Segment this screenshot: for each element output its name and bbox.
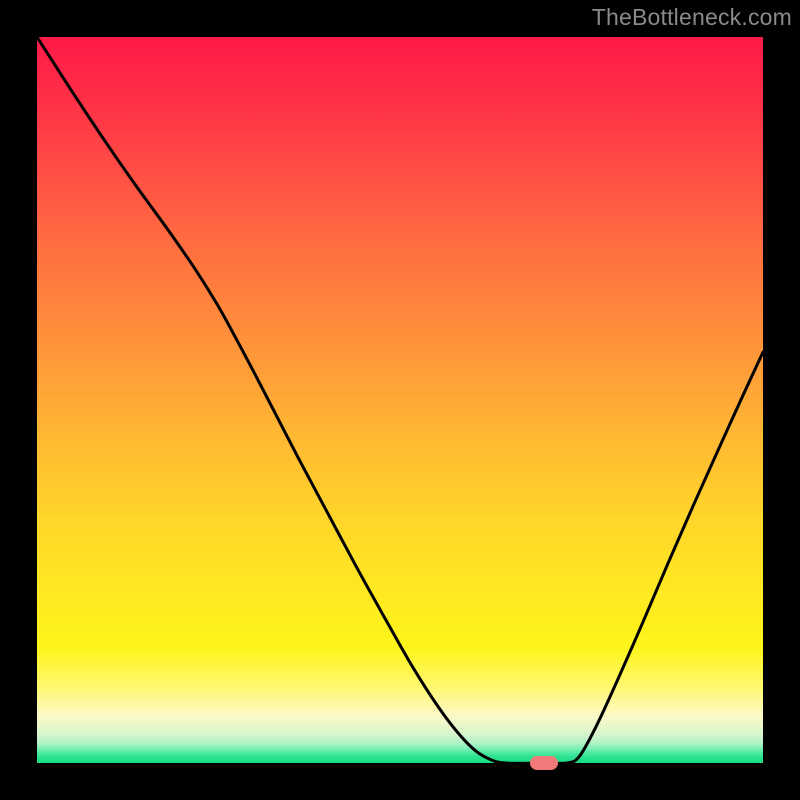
plot-svg: [37, 37, 763, 763]
chart-stage: TheBottleneck.com: [0, 0, 800, 800]
plot-area: [37, 37, 763, 763]
optimal-marker: [530, 756, 558, 770]
watermark-text: TheBottleneck.com: [592, 4, 792, 31]
chart-background: [37, 37, 763, 763]
